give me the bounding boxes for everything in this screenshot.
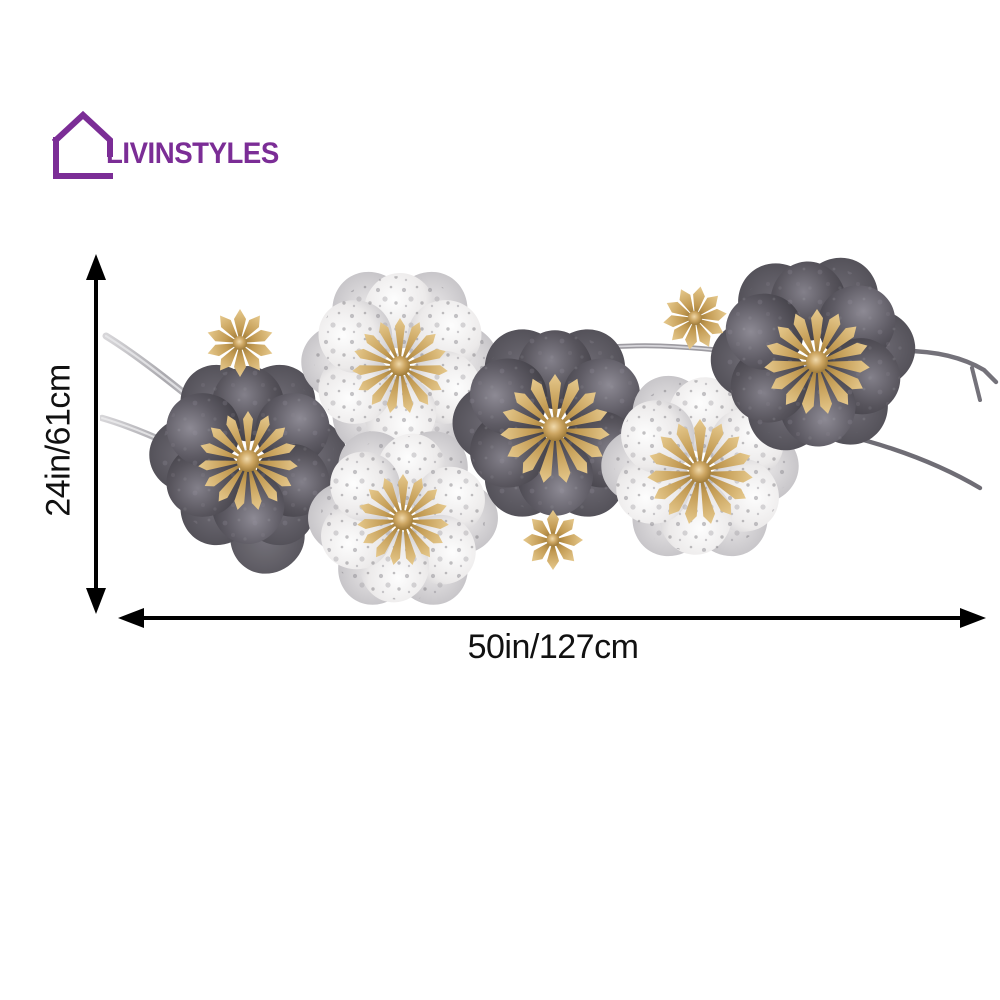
gold-center (647, 419, 753, 524)
dark-flower-center (452, 314, 658, 532)
stem-right-branch (970, 366, 982, 402)
white-flower-top-left (301, 257, 499, 467)
width-dimension-label: 50in/127cm (467, 628, 639, 666)
gold-center (357, 474, 449, 565)
height-dimension-text: 24in/61cm (39, 363, 78, 517)
white-flower-right (601, 361, 799, 571)
gold-star-top-right (663, 286, 727, 350)
product-artwork (100, 250, 1000, 620)
brand-logo: LIVINSTYLES (52, 108, 302, 184)
height-dimension-label: 24in/61cm (36, 330, 82, 550)
gold-star-bottom (523, 510, 583, 570)
gold-center (764, 309, 870, 414)
gold-center (198, 411, 298, 510)
house-outline-icon (52, 110, 113, 179)
dark-flower-top-right (707, 250, 919, 464)
floral-wall-art-svg (100, 250, 999, 619)
white-flower-bottom-left (308, 417, 498, 619)
gold-star-left (207, 309, 273, 377)
gold-center (352, 318, 448, 413)
dark-flower-left (149, 350, 347, 588)
gold-center (500, 374, 610, 483)
brand-name: LIVINSTYLES (106, 137, 279, 170)
